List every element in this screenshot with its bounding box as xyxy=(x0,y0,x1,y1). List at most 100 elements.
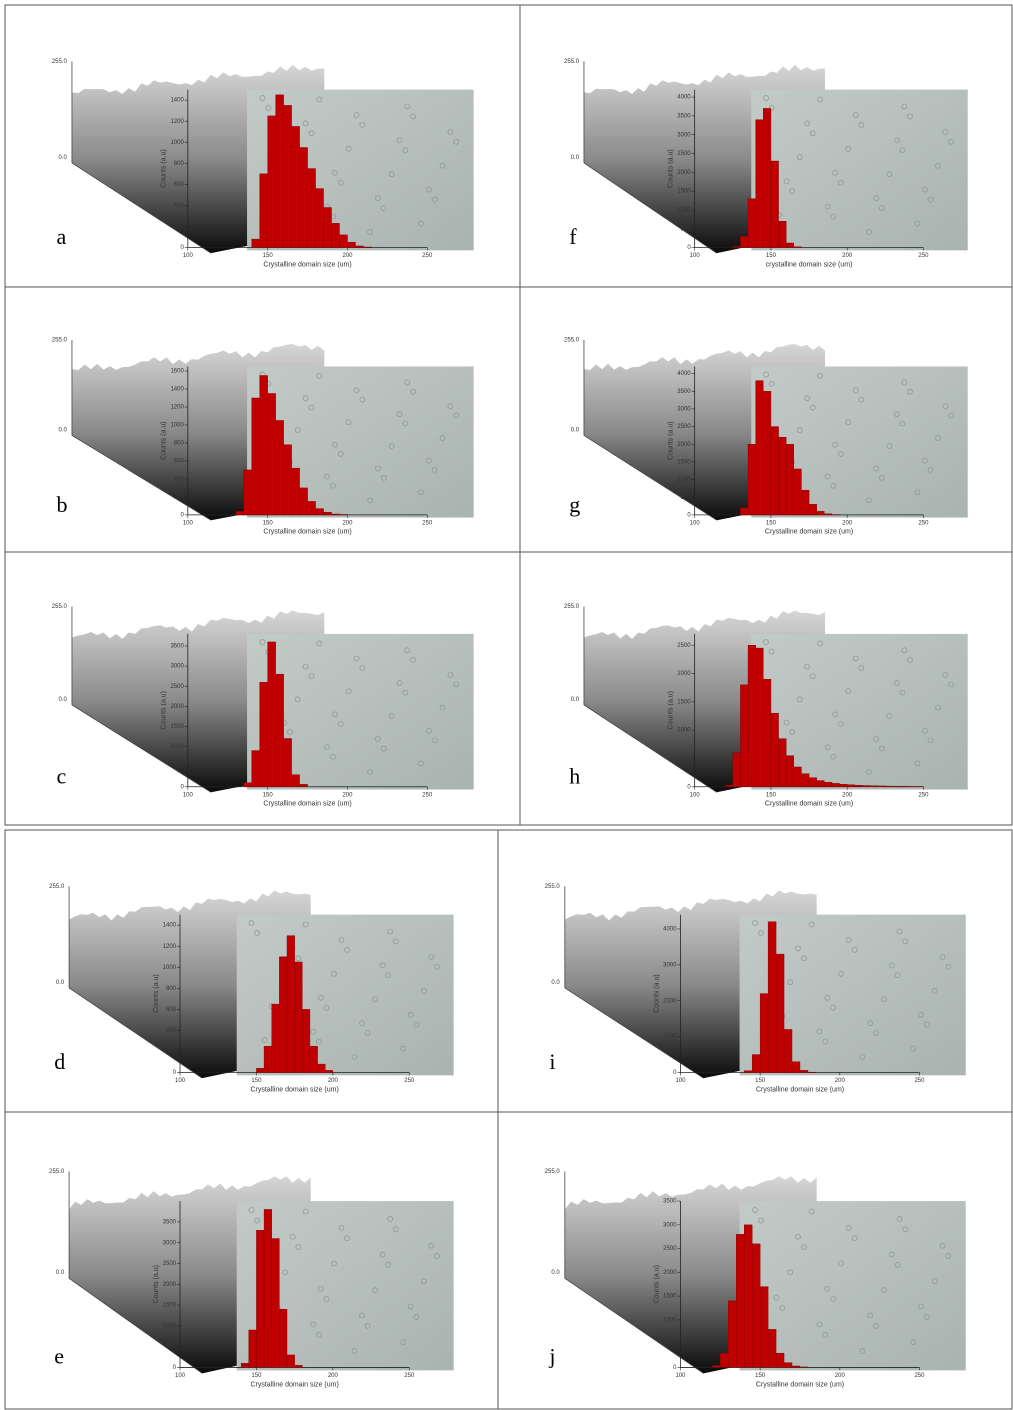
y-axis-title: Counts (a.u) xyxy=(153,1265,160,1304)
bar xyxy=(318,1064,326,1072)
y-tick-label: 1000 xyxy=(163,965,177,971)
y-tick-label: 200 xyxy=(174,494,185,500)
y-tick-label: 3000 xyxy=(663,962,677,968)
panel-label: g xyxy=(569,492,580,517)
bar xyxy=(809,778,817,787)
z-bottom-label: 0.0 xyxy=(56,1270,65,1276)
bar xyxy=(870,786,878,787)
y-tick-label: 500 xyxy=(666,1341,677,1347)
y-tick-label: 1500 xyxy=(170,724,184,730)
y-tick-label: 2500 xyxy=(677,424,691,430)
y-tick-label: 500 xyxy=(681,226,692,232)
bar xyxy=(736,1234,744,1367)
bar xyxy=(300,148,308,248)
bar xyxy=(272,1239,280,1368)
bar xyxy=(332,514,340,515)
x-tick-label: 200 xyxy=(842,253,853,259)
bar xyxy=(779,221,787,247)
bar xyxy=(284,445,292,515)
bar xyxy=(776,954,784,1072)
bar xyxy=(339,235,347,248)
bar xyxy=(260,375,268,514)
y-tick-label: 2000 xyxy=(663,1270,677,1276)
bar xyxy=(786,243,794,248)
x-tick-label: 150 xyxy=(251,1078,262,1084)
z-bottom-label: 0.0 xyxy=(58,697,67,703)
z-bottom-label: 0.0 xyxy=(571,155,580,161)
y-tick-label: 1000 xyxy=(170,423,184,429)
bar xyxy=(771,161,779,247)
bar xyxy=(817,781,825,787)
x-tick-label: 200 xyxy=(342,520,353,526)
y-tick-label: 400 xyxy=(174,477,185,483)
x-tick-label: 200 xyxy=(342,253,353,259)
bar xyxy=(316,509,324,515)
bar xyxy=(847,785,855,787)
bar xyxy=(256,1230,264,1367)
z-top-label: 255.0 xyxy=(545,884,561,890)
bar xyxy=(784,1029,792,1072)
y-axis-title: Counts (a.u) xyxy=(161,421,168,460)
x-tick-label: 100 xyxy=(690,253,701,259)
bar xyxy=(786,444,794,515)
y-tick-label: 800 xyxy=(166,986,177,992)
y-tick-label: 2500 xyxy=(677,643,691,649)
y-tick-label: 200 xyxy=(166,1049,177,1055)
bar xyxy=(316,189,324,248)
bar xyxy=(712,1366,720,1368)
panel-label: e xyxy=(54,1344,64,1369)
y-tick-label: 4000 xyxy=(677,95,691,101)
bar xyxy=(756,648,764,787)
bar xyxy=(733,753,741,787)
x-tick-label: 150 xyxy=(766,792,777,798)
x-tick-label: 250 xyxy=(422,792,433,798)
y-tick-label: 1000 xyxy=(677,477,691,483)
x-tick-label: 100 xyxy=(183,792,194,798)
panel-label: a xyxy=(57,224,67,249)
bar xyxy=(252,751,260,787)
x-tick-label: 250 xyxy=(404,1078,415,1084)
x-tick-label: 250 xyxy=(404,1373,415,1379)
y-axis-title: Counts (a.u) xyxy=(653,1265,660,1304)
bar xyxy=(763,679,771,787)
bar xyxy=(748,444,756,515)
bar xyxy=(824,514,832,515)
x-tick-label: 100 xyxy=(690,520,701,526)
z-top-label: 255.0 xyxy=(545,1169,561,1175)
bar xyxy=(740,685,748,787)
z-top-label: 255.0 xyxy=(49,1169,65,1175)
bar xyxy=(260,682,268,787)
y-tick-label: 500 xyxy=(681,495,692,501)
bar xyxy=(310,1046,318,1072)
y-tick-label: 600 xyxy=(174,459,185,465)
x-tick-label: 100 xyxy=(175,1078,186,1084)
y-tick-label: 0 xyxy=(687,784,691,790)
bar xyxy=(720,1353,728,1367)
bar xyxy=(824,782,832,787)
bar xyxy=(771,427,779,515)
y-axis-title: Counts (a.u) xyxy=(161,691,168,730)
y-tick-label: 0 xyxy=(173,1365,177,1371)
y-tick-label: 3500 xyxy=(677,113,691,119)
bar xyxy=(744,1071,752,1073)
bar xyxy=(817,511,825,515)
y-tick-label: 2500 xyxy=(663,1246,677,1252)
bar xyxy=(801,774,809,787)
bar xyxy=(792,1062,800,1073)
y-axis-title: Counts (a.u) xyxy=(153,974,160,1013)
bar xyxy=(268,642,276,787)
bar xyxy=(771,713,779,787)
bar xyxy=(300,784,308,786)
x-tick-label: 250 xyxy=(918,520,929,526)
bar xyxy=(748,199,756,248)
z-top-label: 255.0 xyxy=(564,604,580,610)
y-tick-label: 1400 xyxy=(170,98,184,104)
y-tick-label: 3000 xyxy=(677,406,691,412)
x-tick-label: 250 xyxy=(918,253,929,259)
bar xyxy=(279,957,287,1073)
bar xyxy=(324,208,332,248)
bar xyxy=(284,105,292,247)
x-tick-label: 200 xyxy=(842,520,853,526)
z-top-label: 255.0 xyxy=(564,338,580,344)
bar xyxy=(236,511,244,515)
